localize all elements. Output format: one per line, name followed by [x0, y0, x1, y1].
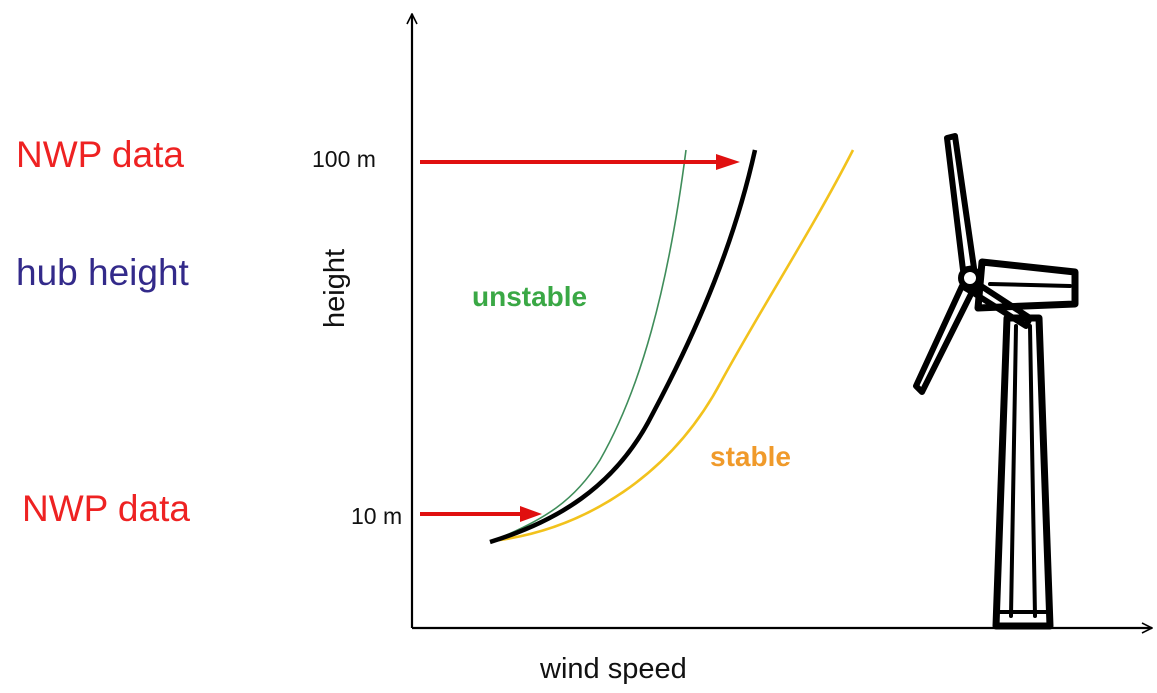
unstable-profile-curve — [491, 149, 687, 542]
tick-100m-label: 100 m — [312, 146, 376, 172]
y-axis-label: height — [319, 248, 352, 329]
stable-label: stable — [710, 441, 791, 472]
x-axis-label: wind speed — [540, 653, 687, 685]
nwp-10m-arrow — [420, 506, 542, 522]
unstable-label: unstable — [472, 281, 588, 312]
hub-height-label: hub height — [16, 252, 189, 293]
neutral-profile-curve — [489, 149, 758, 545]
tick-10m-label: 10 m — [351, 503, 403, 529]
wind-turbine-icon — [913, 133, 1079, 630]
nwp-data-upper-label: NWP data — [16, 134, 184, 175]
nwp-100m-arrow — [420, 154, 740, 170]
stable-profile-curve — [491, 149, 855, 543]
nwp-data-lower-label: NWP data — [22, 488, 190, 529]
